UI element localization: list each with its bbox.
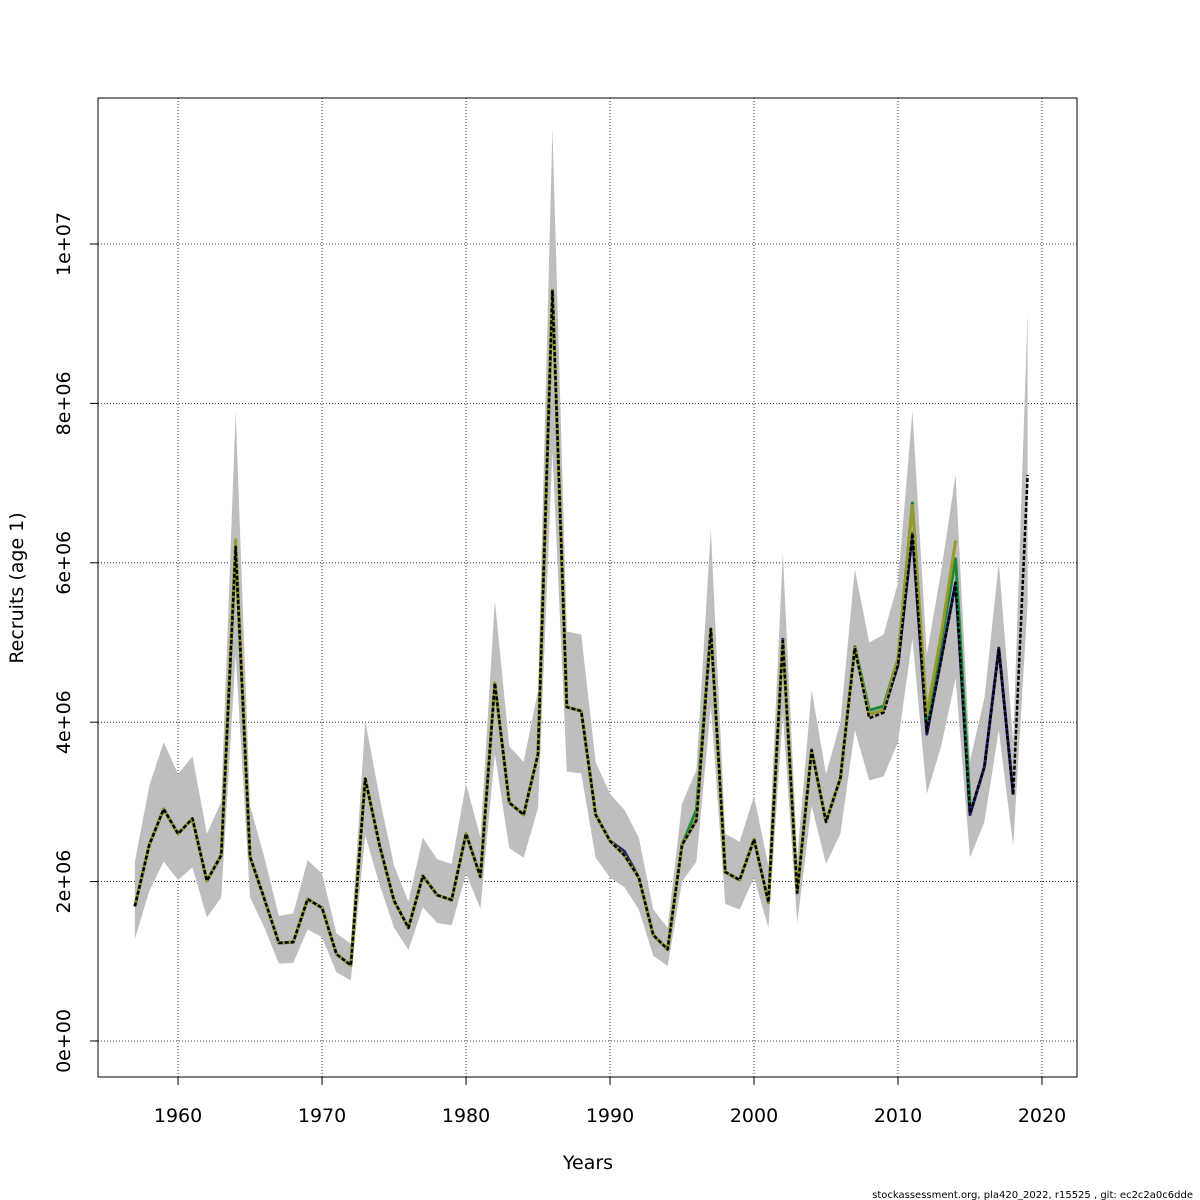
plot-frame xyxy=(97,97,1078,1078)
x-tick-label: 1970 xyxy=(298,1105,346,1127)
x-tick-label: 2000 xyxy=(730,1105,778,1127)
x-tick-label: 2010 xyxy=(874,1105,922,1127)
x-tick-label: 2020 xyxy=(1018,1105,1066,1127)
y-tick-label: 0e+00 xyxy=(53,1009,75,1073)
y-tick-label: 4e+06 xyxy=(53,690,75,754)
y-tick-label: 6e+06 xyxy=(53,531,75,595)
y-tick-label: 2e+06 xyxy=(53,850,75,914)
y-tick-label: 1e+07 xyxy=(53,212,75,276)
x-tick-label: 1990 xyxy=(586,1105,634,1127)
x-axis-label: Years xyxy=(562,1152,613,1174)
confidence-band xyxy=(134,128,1028,981)
footer: stockassessment.org, pla420_2022, r15525… xyxy=(872,1190,1193,1200)
x-tick-label: 1980 xyxy=(442,1105,490,1127)
series-line xyxy=(133,288,1029,967)
y-tick-label: 8e+06 xyxy=(53,371,75,435)
y-axis-label: Recruits (age 1) xyxy=(6,512,28,663)
x-tick-label: 1960 xyxy=(154,1105,202,1127)
series-line xyxy=(133,288,1015,967)
